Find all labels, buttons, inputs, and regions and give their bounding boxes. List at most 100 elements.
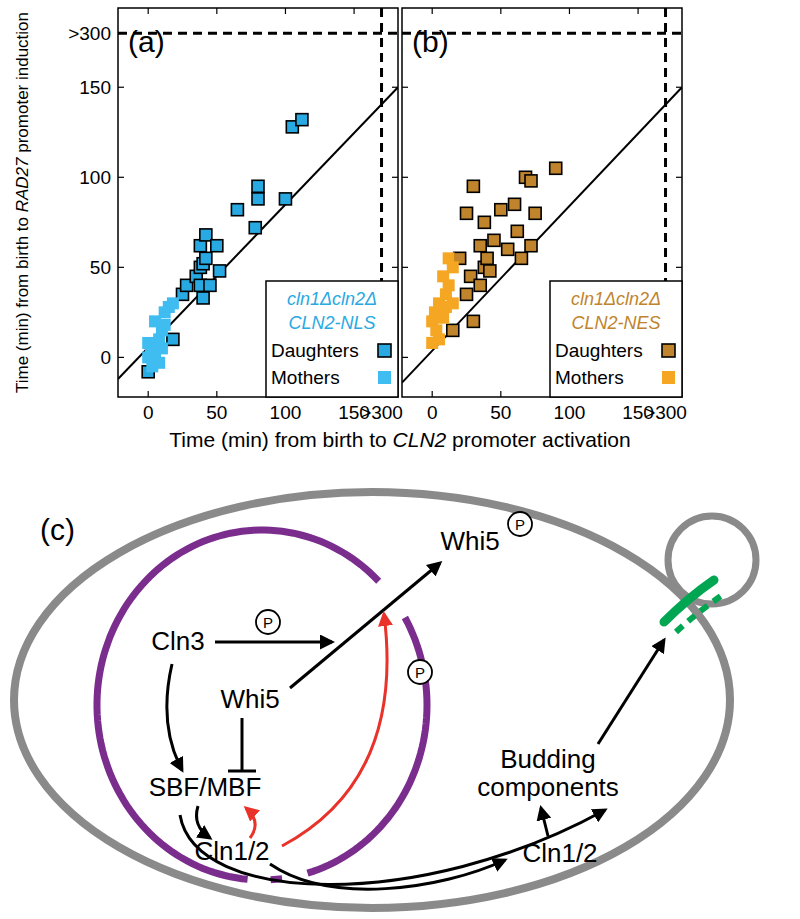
x-tick-label: 50 bbox=[490, 402, 511, 423]
point bbox=[443, 279, 455, 291]
legend-annotation: CLN2-NES bbox=[571, 313, 660, 333]
arrow bbox=[290, 563, 440, 688]
phospho-circle bbox=[508, 512, 532, 536]
point bbox=[481, 252, 493, 264]
point bbox=[525, 240, 537, 252]
panel: 050100150>300050100150>300(a)cln1Δcln2ΔC… bbox=[13, 8, 631, 451]
nucleus-envelope bbox=[97, 530, 379, 879]
point bbox=[279, 193, 291, 205]
point bbox=[461, 207, 473, 219]
x-tick-label: 50 bbox=[206, 402, 227, 423]
x-tick-label: 0 bbox=[427, 402, 438, 423]
nucleus-envelope bbox=[308, 618, 428, 874]
node-label: Whi5 bbox=[220, 684, 279, 714]
y-tick bbox=[676, 267, 682, 268]
point bbox=[156, 342, 168, 354]
point bbox=[509, 198, 521, 210]
legend-label: Mothers bbox=[271, 367, 340, 388]
phospho-label: P bbox=[415, 664, 425, 681]
point bbox=[296, 114, 308, 126]
phospho-label: P bbox=[515, 516, 525, 533]
arrow bbox=[282, 614, 387, 846]
legend-annotation: cln1Δcln2Δ bbox=[571, 289, 661, 309]
point bbox=[467, 180, 479, 192]
x-tick bbox=[148, 391, 149, 397]
legend-marker bbox=[378, 344, 391, 357]
panel-label: (a) bbox=[128, 25, 165, 58]
x-tick-label: 100 bbox=[270, 402, 302, 423]
x-tick bbox=[353, 8, 354, 14]
panel-label: (b) bbox=[412, 25, 449, 58]
y-tick bbox=[118, 177, 124, 178]
point bbox=[231, 204, 243, 216]
panel: 050100150>300(b)cln1Δcln2ΔCLN2-NESDaught… bbox=[402, 8, 687, 423]
point bbox=[474, 279, 486, 291]
point bbox=[153, 357, 165, 369]
arrow bbox=[180, 810, 605, 885]
point bbox=[550, 162, 562, 174]
node-label: Budding bbox=[500, 744, 595, 774]
legend-marker bbox=[662, 371, 675, 384]
inhibition-bar bbox=[228, 770, 256, 773]
point bbox=[443, 252, 455, 264]
y-tick bbox=[392, 267, 398, 268]
point bbox=[488, 234, 500, 246]
y-tick bbox=[118, 87, 124, 88]
plot-frame bbox=[402, 8, 682, 397]
x-tick bbox=[500, 391, 501, 397]
phospho-circle bbox=[408, 660, 432, 684]
point bbox=[467, 315, 479, 327]
y-tick bbox=[402, 87, 408, 88]
arrow bbox=[246, 808, 255, 838]
y-tick bbox=[402, 177, 408, 178]
x-tick bbox=[637, 8, 638, 14]
legend-label: Mothers bbox=[555, 367, 624, 388]
point bbox=[252, 180, 264, 192]
y-tick-label: 50 bbox=[90, 257, 111, 278]
point bbox=[484, 265, 496, 277]
arrow bbox=[215, 641, 332, 644]
point bbox=[214, 265, 226, 277]
point bbox=[447, 297, 459, 309]
point bbox=[249, 222, 261, 234]
arrow bbox=[598, 640, 664, 744]
node-label: Cln1/2 bbox=[194, 836, 269, 866]
arrow bbox=[197, 806, 211, 838]
x-tick bbox=[216, 391, 217, 397]
x-tick-label: >300 bbox=[644, 402, 687, 423]
point bbox=[525, 175, 537, 187]
inhibition bbox=[241, 718, 244, 770]
legend-annotation: CLN2-NLS bbox=[288, 313, 375, 333]
point bbox=[511, 225, 523, 237]
legend: cln1Δcln2ΔCLN2-NLSDaughtersMothers bbox=[266, 281, 398, 397]
point bbox=[211, 240, 223, 252]
y-tick-label: 150 bbox=[79, 77, 111, 98]
phospho-label: P bbox=[263, 614, 273, 631]
panel-label: (c) bbox=[40, 513, 75, 546]
y-tick-label: 0 bbox=[100, 347, 111, 368]
x-tick bbox=[500, 8, 501, 14]
x-tick bbox=[432, 8, 433, 14]
point bbox=[447, 324, 459, 336]
point bbox=[167, 333, 179, 345]
point bbox=[197, 292, 209, 304]
x-axis-label: Time (min) from birth to CLN2 promoter a… bbox=[169, 428, 630, 451]
point bbox=[529, 207, 541, 219]
cell bbox=[14, 492, 730, 908]
point bbox=[502, 243, 514, 255]
phospho-circle bbox=[256, 610, 280, 634]
legend-box bbox=[550, 281, 682, 397]
point bbox=[426, 337, 438, 349]
x-tick bbox=[148, 8, 149, 14]
y-tick bbox=[402, 267, 408, 268]
y-tick-label: 100 bbox=[79, 167, 111, 188]
arrow bbox=[541, 808, 548, 836]
bud-neck-dashed bbox=[676, 594, 724, 632]
legend-annotation: cln1Δcln2Δ bbox=[287, 289, 377, 309]
node-label: SBF/MBF bbox=[149, 772, 262, 802]
x-tick bbox=[432, 391, 433, 397]
y-tick bbox=[392, 177, 398, 178]
y-tick-label: >300 bbox=[68, 23, 111, 44]
diagram: (c)Cln3Whi5SBF/MBFCln1/2Whi5Buddingcompo… bbox=[14, 492, 756, 908]
x-tick bbox=[285, 8, 286, 14]
